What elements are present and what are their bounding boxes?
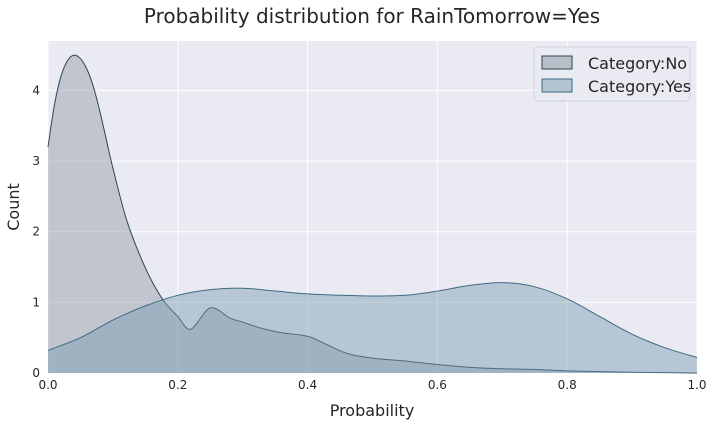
y-tick-label: 4 bbox=[32, 83, 40, 97]
series-areas bbox=[47, 54, 698, 374]
legend-swatch-no bbox=[541, 55, 573, 70]
legend-label-yes: Category:Yes bbox=[588, 77, 691, 96]
y-tick-labels: 0 1 2 3 4 bbox=[32, 83, 40, 380]
x-tick-label: 1.0 bbox=[687, 378, 706, 392]
series-area-yes bbox=[48, 282, 697, 373]
y-axis-label: Count bbox=[4, 183, 23, 231]
x-tick-label: 0.2 bbox=[168, 378, 187, 392]
legend-label-no: Category:No bbox=[588, 54, 687, 73]
legend-box bbox=[533, 46, 691, 102]
x-tick-label: 0.6 bbox=[428, 378, 447, 392]
x-tick-label: 0.0 bbox=[38, 378, 57, 392]
y-tick-label: 3 bbox=[32, 154, 40, 168]
series-line-no bbox=[47, 54, 698, 374]
series-area-no bbox=[48, 55, 697, 374]
x-tick-labels: 0.0 0.2 0.4 0.6 0.8 1.0 bbox=[38, 378, 706, 392]
legend: Category:No Category:Yes bbox=[533, 46, 691, 102]
chart-title: Probability distribution for RainTomorro… bbox=[144, 4, 600, 28]
x-axis-label: Probability bbox=[330, 401, 415, 420]
y-tick-label: 2 bbox=[32, 225, 40, 239]
y-tick-label: 1 bbox=[32, 295, 40, 309]
x-tick-label: 0.8 bbox=[558, 378, 577, 392]
y-tick-label: 0 bbox=[32, 366, 40, 380]
x-tick-label: 0.4 bbox=[298, 378, 317, 392]
series-line-yes bbox=[47, 282, 698, 358]
legend-swatch-yes bbox=[541, 78, 573, 93]
